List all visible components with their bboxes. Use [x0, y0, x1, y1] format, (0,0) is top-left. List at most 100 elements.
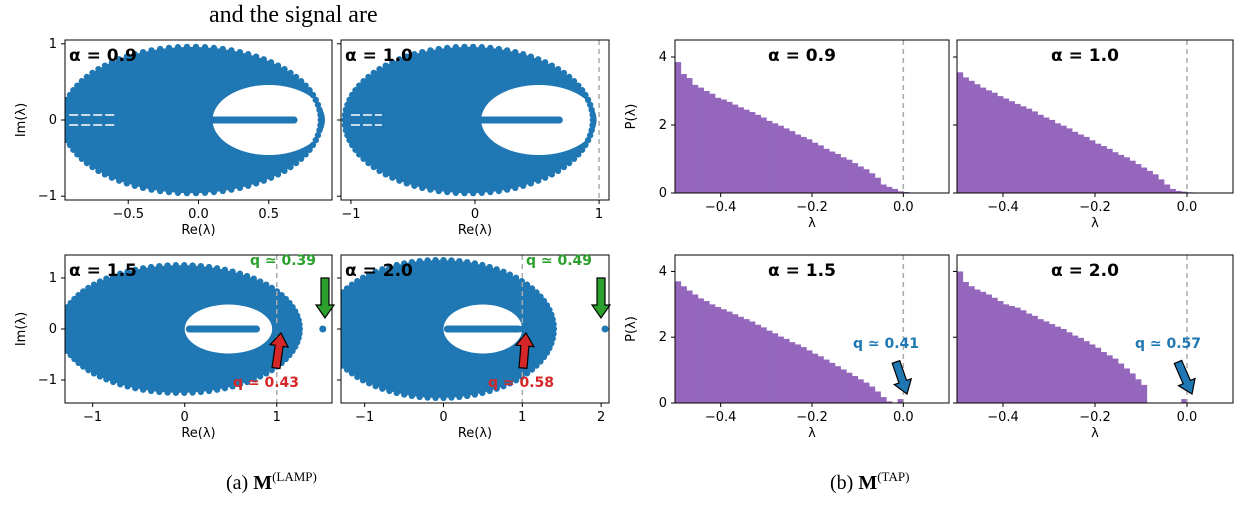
- panel-a-4-edge-point: [479, 389, 486, 397]
- panel-a-3: −1 0 1 −1 0 1 Re(λ) Im(λ) α = 1.5 q ≃ 0.39 q ≃ 0.4…: [14, 253, 333, 441]
- panel-a-1-edge-point: [74, 82, 81, 89]
- panel-b-2-bar: [1175, 190, 1182, 193]
- panel-a-4-edge-point: [550, 320, 557, 328]
- panel-b-1-bar: [789, 131, 796, 193]
- panel-a-4-edge-point: [448, 257, 455, 264]
- panel-b-4-bar: [1181, 399, 1188, 403]
- panel-a-1-edge-point: [108, 59, 116, 66]
- panel-a-1-edge-point: [192, 43, 200, 51]
- panel-b-1-bar: [794, 134, 801, 193]
- panel-b-3-bar: [697, 298, 704, 403]
- panel-a-3-edge-point: [243, 378, 251, 386]
- panel-a-4-edge-point: [486, 387, 493, 395]
- panel-a-3-edge-point: [156, 388, 163, 396]
- panel-b-4-bar: [1072, 335, 1079, 403]
- panel-b-3-bar: [777, 336, 784, 403]
- panel-b-2-bar: [1008, 101, 1015, 193]
- panel-a-1-edge-point: [302, 82, 309, 89]
- panel-a-1-edge-point: [65, 132, 69, 139]
- panel-b-4-bar: [1049, 324, 1056, 403]
- panel-b-4-bar: [1118, 363, 1125, 403]
- panel-b-3-bar: [897, 399, 904, 403]
- panel-a-1-edge-point: [274, 171, 282, 178]
- panel-a-1-ytick-label: 0: [49, 113, 57, 128]
- panel-b-1-bar: [800, 136, 807, 193]
- panel-a-1-edge-point: [244, 51, 252, 58]
- panel-a-3-edge-point: [213, 265, 221, 272]
- panel-a-1-xtick-label: 0.5: [258, 207, 279, 222]
- panel-b-4-bar: [1008, 305, 1015, 403]
- panel-a-1-edge-point: [78, 155, 86, 162]
- panel-a-2-edge-point: [427, 47, 434, 54]
- panel-a-4-edge-point: [500, 268, 507, 276]
- panel-b-1-bar: [726, 101, 733, 193]
- panel-b-2-bar: [1152, 174, 1159, 193]
- panel-b-1-bar: [891, 188, 899, 193]
- panel-a-3-edge-point: [75, 359, 82, 367]
- panel-a-1-edge-point: [123, 180, 131, 187]
- panel-b-3-bar: [823, 359, 830, 403]
- panel-a-3-edge-point: [124, 383, 131, 390]
- panel-a-3-edge-point: [103, 376, 110, 383]
- panel-a-1-edge-point: [267, 174, 275, 181]
- panel-b-3-bar: [772, 333, 779, 403]
- panel-a-2-edge-point: [365, 159, 372, 167]
- panel-a-2-edge-point: [503, 47, 511, 54]
- panel-b-1-bar: [846, 159, 853, 193]
- panel-a-4-xtick-label: 0: [439, 410, 447, 425]
- panel-b-3-bar: [675, 281, 682, 403]
- panel-a-4-edge-point: [359, 274, 367, 281]
- panel-a-2-edge-point: [512, 184, 519, 192]
- panel-b-1-bar: [692, 84, 699, 193]
- panel-a-1-edge-point: [183, 43, 191, 51]
- panel-b-4-bar: [1043, 321, 1050, 403]
- panel-b-2-bar: [1037, 114, 1044, 193]
- panel-a-3-edge-point: [71, 295, 78, 303]
- panel-a-2-edge-point: [589, 116, 597, 124]
- panel-a-4: −1 0 1 2 Re(λ) α = 2.0 q ≃ 0.49 q ≃ 0.58: [337, 253, 610, 441]
- panel-a-3-edge-point: [243, 272, 251, 280]
- panel-a-4-edge-point: [506, 380, 514, 387]
- panel-a-1-edge-point: [131, 51, 138, 58]
- panel-b-1-bar: [880, 184, 887, 193]
- panel-b-4-bar: [962, 281, 969, 403]
- panel-b-1-ylabel: P(λ): [624, 104, 639, 130]
- panel-a-2-edge-point: [382, 62, 389, 69]
- panel-a-4-edge-point: [372, 382, 379, 390]
- panel-b-1-bar: [697, 87, 704, 193]
- panel-b-1-ytick-label: 2: [659, 118, 667, 133]
- panel-a-1-edge-point: [101, 62, 109, 69]
- panel-b-3-title: α = 1.5: [768, 261, 836, 281]
- panel-a-4-edge-point: [456, 393, 463, 401]
- panel-a-2-edge-point: [495, 187, 503, 195]
- panel-b-4-bar: [1054, 326, 1061, 403]
- panel-a-4-edge-point: [528, 285, 536, 292]
- panel-b-3-ytick-label: 2: [659, 330, 667, 345]
- panel-a-3-annotation-label: q ≃ 0.39: [250, 253, 316, 269]
- panel-a-4-edge-point: [506, 271, 514, 278]
- panel-a-2-edge-point: [444, 44, 451, 52]
- panel-a-2-edge-point: [519, 51, 527, 58]
- panel-a-4-edge-point: [463, 258, 471, 266]
- panel-b-3-bar: [840, 369, 847, 403]
- panel-b-3-bar: [783, 338, 790, 403]
- panel-a-1-edge-point: [148, 47, 155, 54]
- panel-a-1-edge-point: [201, 44, 209, 51]
- panel-a-3-edge-point: [256, 373, 264, 380]
- panel-a-1-edge-point: [95, 167, 102, 175]
- panel-a-2-edge-point: [487, 44, 494, 52]
- panel-b-1-bar: [777, 125, 784, 193]
- panel-a-2-edge-point: [527, 53, 535, 60]
- panel-b-3-annotation-label: q ≃ 0.41: [853, 336, 919, 352]
- panel-a-3-edge-point: [189, 389, 196, 396]
- panel-a-2-edge-point: [389, 174, 396, 181]
- panel-a-3-annotation-arrow: [269, 331, 290, 370]
- panel-b-4-bar: [1141, 384, 1148, 403]
- panel-a-4-edge-point: [448, 394, 455, 401]
- panel-a-1-edge-point: [236, 184, 244, 192]
- panel-b-1-bar: [903, 191, 910, 193]
- caption-b: (b) M(TAP): [830, 469, 909, 495]
- panel-a-2-edge-point: [578, 146, 586, 153]
- panel-a-3-edge-point: [139, 386, 147, 393]
- panel-a-4-edge-point: [486, 263, 493, 271]
